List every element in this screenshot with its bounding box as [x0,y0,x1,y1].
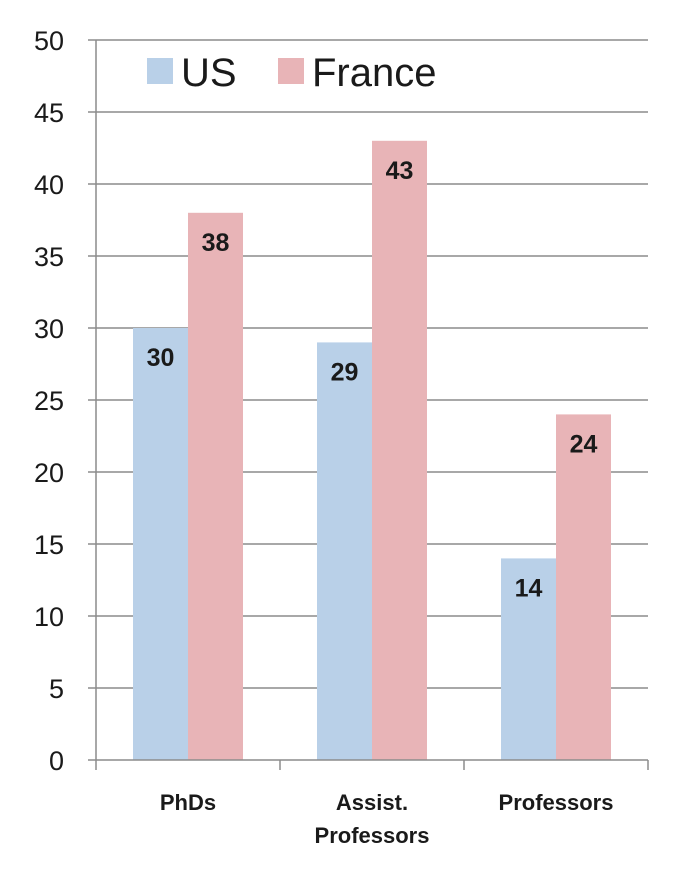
bar-us [317,342,372,760]
legend-label-france: France [312,51,437,95]
data-label: 30 [147,344,175,372]
legend-swatch-us [147,58,173,84]
y-tick-label: 5 [49,674,64,704]
data-label: 29 [331,358,359,386]
x-category-label: Assist. [336,790,408,815]
y-tick-label: 40 [34,170,64,200]
y-tick-label: 45 [34,98,64,128]
x-category-label: Professors [499,790,614,815]
y-tick-label: 30 [34,314,64,344]
legend: US France [147,51,437,95]
bar-us [133,328,188,760]
y-tick-label: 35 [34,242,64,272]
legend-swatch-france [278,58,304,84]
bar-france [372,140,427,761]
x-category-label: Professors [315,823,430,848]
y-tick-label: 0 [49,746,64,776]
y-axis: 0 5 10 15 20 25 30 35 40 45 50 [34,26,97,776]
data-label: 14 [515,574,543,602]
y-tick-label: 15 [34,530,64,560]
bar-france [188,212,243,761]
data-label: 43 [386,157,414,185]
bar-france [556,414,611,760]
bar-us [501,558,556,760]
y-tick-label: 25 [34,386,64,416]
bars [133,140,611,761]
legend-label-us: US [181,51,237,95]
data-label: 24 [570,430,598,458]
data-labels: 30 38 29 43 14 24 [147,157,598,603]
data-label: 38 [202,229,230,257]
x-axis: PhDs Assist. Professors Professors [95,759,649,848]
y-tick-label: 50 [34,26,64,56]
y-tick-label: 20 [34,458,64,488]
x-category-label: PhDs [160,790,216,815]
y-tick-label: 10 [34,602,64,632]
